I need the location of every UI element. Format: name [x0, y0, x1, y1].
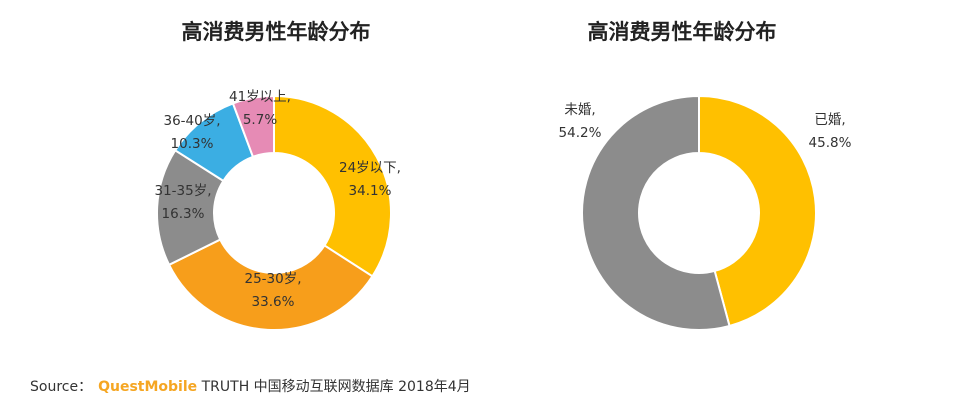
- slice-label-0-4-2: 5.7%: [243, 112, 277, 128]
- slice-label-0-2-1: 31-35岁,: [154, 183, 211, 199]
- source-brand: QuestMobile: [98, 379, 198, 395]
- source-text: TRUTH 中国移动互联网数据库 2018年4月: [201, 379, 471, 395]
- donut-slice-1-1: [581, 94, 731, 331]
- slice-label-0-3-1: 36-40岁,: [163, 113, 220, 129]
- chart-title-marital: 高消费男性年龄分布: [587, 20, 777, 44]
- slice-label-0-0-2: 34.1%: [349, 183, 392, 199]
- slice-label-1-0-1: 已婚,: [814, 112, 845, 128]
- source-note: Source： QuestMobile TRUTH 中国移动互联网数据库 2018…: [30, 376, 471, 396]
- slice-label-1-1-2: 54.2%: [559, 125, 602, 141]
- slice-label-0-0-1: 24岁以下,: [339, 160, 401, 176]
- source-prefix: Source：: [30, 379, 93, 395]
- slice-label-0-1-1: 25-30岁,: [244, 271, 301, 287]
- chart-title-age: 高消费男性年龄分布: [181, 20, 371, 44]
- slice-label-0-1-2: 33.6%: [252, 294, 295, 310]
- slice-label-0-2-2: 16.3%: [162, 206, 205, 222]
- slice-label-0-3-2: 10.3%: [171, 136, 214, 152]
- donut-slice-0-4: [231, 94, 275, 159]
- slice-label-1-1-1: 未婚,: [564, 102, 595, 118]
- donut-slice-1-0: [698, 94, 817, 328]
- donut-slice-0-0: [273, 94, 392, 278]
- slice-label-0-4-1: 41岁以上,: [229, 89, 291, 105]
- slice-label-1-0-2: 45.8%: [809, 135, 852, 151]
- donut-slice-0-1: [167, 238, 374, 331]
